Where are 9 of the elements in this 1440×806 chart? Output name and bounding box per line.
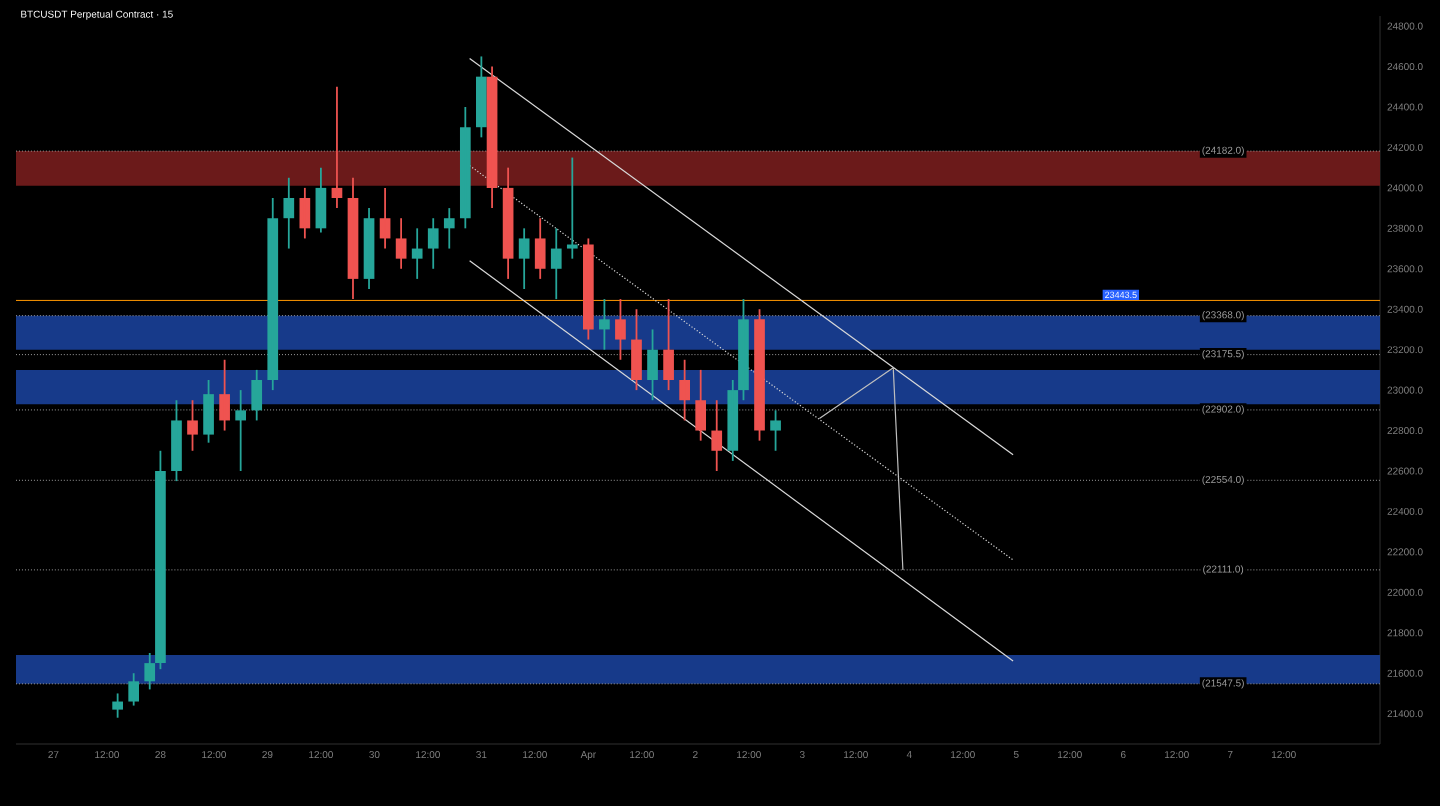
candlestick <box>203 379 214 444</box>
candlestick <box>647 328 658 402</box>
candlestick <box>171 399 182 483</box>
candlestick <box>187 399 198 452</box>
candlestick <box>599 298 610 351</box>
candlestick <box>631 308 642 392</box>
candlestick <box>155 449 166 671</box>
candlestick <box>663 298 674 392</box>
candlestick <box>615 298 626 361</box>
